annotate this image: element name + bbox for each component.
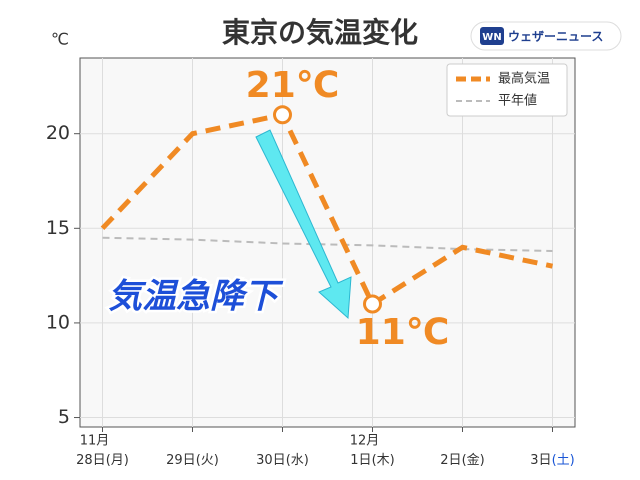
value-label: 11℃ — [356, 312, 450, 353]
x-date: 2日 — [440, 453, 461, 468]
brand-icon-bg — [480, 27, 504, 45]
x-weekday: (土) — [552, 453, 575, 468]
x-tick-label: 29日(火) — [166, 453, 219, 468]
x-weekday: (木) — [372, 453, 395, 468]
chart-title: 東京の気温変化 — [222, 16, 418, 49]
x-date: 29日 — [166, 453, 196, 468]
x-tick-label: 30日(水) — [256, 453, 309, 468]
point-marker — [363, 294, 382, 314]
y-tick-label: 5 — [58, 406, 70, 428]
x-month-label: 12月 — [350, 434, 380, 449]
series-line — [100, 111, 554, 308]
x-weekday: (金) — [462, 452, 485, 468]
x-weekday: (火) — [196, 453, 219, 468]
x-date: 1日 — [350, 453, 371, 468]
x-weekday: (月) — [106, 453, 129, 468]
legend-label: 最高気温 — [498, 71, 550, 87]
x-tick-label: 1日(木) — [350, 453, 394, 468]
y-tick-label: 20 — [46, 122, 70, 144]
brand-logo: WN ウェザーニュース — [470, 21, 622, 51]
legend-label: 平年値 — [498, 93, 537, 109]
annotation: 気温急降下 — [108, 277, 284, 317]
x-tick-label: 2日(金) — [440, 452, 484, 468]
drop-arrow — [255, 129, 352, 320]
series-layer: 21℃ 11℃ — [100, 65, 554, 353]
x-date: 3日 — [530, 453, 551, 468]
x-date: 30日 — [256, 453, 286, 468]
x-month-label: 11月 — [80, 434, 110, 449]
plot-area — [79, 57, 576, 428]
value-label: 21℃ — [246, 65, 340, 106]
x-tick-label: 28日(月) — [76, 453, 129, 468]
y-unit: ℃ — [51, 30, 69, 49]
brand-badge — [470, 21, 622, 51]
brand-icon: WN — [482, 32, 501, 43]
y-tick-label: 10 — [46, 311, 70, 333]
x-date: 28日 — [76, 453, 106, 468]
y-tick-label: 15 — [46, 217, 70, 239]
x-tick-label: 3日(土) — [530, 453, 574, 468]
point-marker — [273, 105, 292, 125]
x-weekday: (水) — [286, 453, 309, 468]
brand-name: ウェザーニュース — [508, 30, 603, 44]
